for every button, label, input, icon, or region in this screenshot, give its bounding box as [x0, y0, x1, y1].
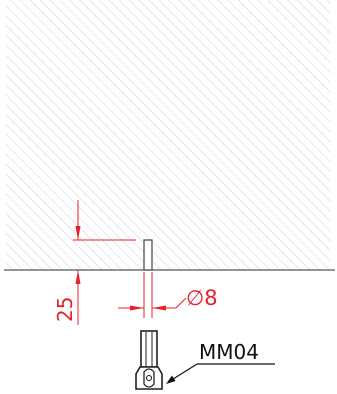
height-dimension-text: 25 [53, 297, 77, 322]
diameter-dimension [118, 272, 187, 318]
stud-pin [143, 239, 153, 271]
part-label-leader [166, 363, 275, 384]
hatched-surface [6, 0, 331, 270]
diameter-dimension-text: ∅8 [186, 286, 218, 310]
insert-tool [135, 330, 163, 390]
part-label: MM04 [199, 340, 259, 364]
height-dimension [73, 200, 136, 325]
